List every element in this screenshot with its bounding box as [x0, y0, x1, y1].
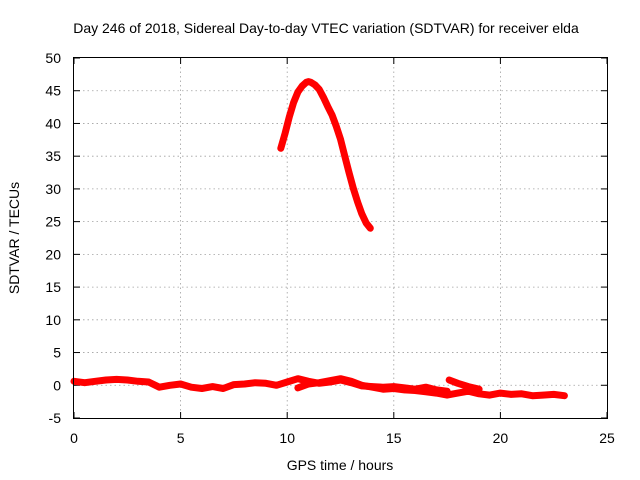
- x-tick-label: 15: [386, 430, 402, 446]
- data-point: [241, 380, 248, 388]
- x-tick-label: 25: [599, 430, 615, 446]
- data-point: [102, 376, 110, 384]
- y-tick-label: 45: [45, 83, 61, 99]
- data-point: [328, 111, 336, 119]
- data-point: [529, 392, 536, 399]
- data-point: [379, 386, 387, 393]
- data-point: [401, 386, 408, 394]
- data-point: [177, 380, 184, 388]
- data-point: [433, 389, 440, 397]
- data-point: [252, 379, 259, 386]
- data-point: [486, 391, 493, 399]
- x-tick-label: 5: [177, 430, 185, 446]
- y-tick-label: 50: [45, 50, 61, 66]
- data-point: [475, 386, 483, 393]
- data-point: [326, 377, 333, 384]
- data-point: [262, 380, 270, 387]
- data-point: [166, 382, 174, 389]
- data-point: [518, 390, 525, 397]
- data-point: [362, 219, 370, 227]
- data-point: [454, 380, 461, 387]
- data-point: [358, 382, 365, 389]
- data-point: [124, 376, 131, 384]
- data-point: [358, 210, 365, 217]
- data-point: [324, 103, 331, 110]
- data-point: [209, 383, 216, 390]
- data-point: [113, 376, 120, 383]
- data-point: [134, 378, 142, 385]
- data-point: [316, 86, 323, 93]
- data-point: [316, 379, 323, 386]
- data-point: [145, 378, 152, 386]
- data-point: [188, 384, 195, 391]
- y-tick-label: 0: [53, 377, 61, 393]
- data-point: [561, 392, 568, 399]
- y-axis-label: SDTVAR / TECUs: [6, 182, 22, 294]
- data-point: [454, 389, 461, 397]
- data-point: [294, 375, 302, 382]
- data-point: [443, 391, 451, 399]
- y-tick-label: 15: [45, 279, 61, 295]
- data-point: [298, 82, 306, 90]
- data-point: [465, 383, 472, 390]
- data-point: [446, 376, 453, 384]
- data-point: [284, 378, 291, 386]
- y-tick-label: 10: [45, 312, 61, 328]
- y-tick-label: 20: [45, 246, 61, 262]
- data-point: [354, 198, 361, 206]
- data-point: [273, 382, 280, 389]
- data-point: [367, 225, 374, 232]
- data-point: [294, 384, 302, 392]
- data-point: [311, 81, 319, 89]
- x-tick-label: 10: [279, 430, 295, 446]
- data-point: [390, 385, 397, 392]
- y-tick-label: 30: [45, 181, 61, 197]
- y-tick-label: 5: [53, 345, 61, 361]
- data-point: [81, 379, 88, 386]
- y-tick-label: -5: [49, 410, 62, 426]
- data-point: [198, 385, 206, 392]
- data-point: [277, 145, 284, 152]
- data-point: [290, 99, 297, 106]
- data-point: [337, 136, 344, 143]
- data-point: [286, 113, 293, 121]
- data-point: [348, 378, 355, 385]
- data-point: [422, 388, 429, 395]
- data-point: [333, 122, 340, 130]
- data-point: [92, 378, 99, 385]
- plot-series: [70, 78, 568, 400]
- data-point: [220, 385, 227, 392]
- data-point: [411, 387, 419, 394]
- data-point: [507, 391, 515, 398]
- series-line-3: [445, 376, 483, 393]
- grid: [74, 58, 607, 418]
- data-point: [345, 169, 353, 176]
- data-point: [156, 384, 163, 391]
- data-point: [369, 384, 376, 391]
- data-point: [341, 153, 348, 160]
- plot-frame: [73, 57, 608, 419]
- data-point: [281, 130, 289, 137]
- data-point: [350, 185, 357, 192]
- y-tick-label: 35: [45, 148, 61, 164]
- x-tick-label: 0: [70, 430, 78, 446]
- data-point: [539, 391, 547, 399]
- data-point: [337, 375, 344, 382]
- data-point: [497, 389, 504, 397]
- data-point: [230, 381, 238, 388]
- data-point: [305, 380, 312, 388]
- y-tick-label: 40: [45, 115, 61, 131]
- y-tick-label: 25: [45, 214, 61, 230]
- chart-title: Day 246 of 2018, Sidereal Day-to-day VTE…: [73, 20, 579, 36]
- data-point: [294, 88, 302, 96]
- data-point: [550, 391, 557, 398]
- x-tick-label: 20: [493, 430, 509, 446]
- x-axis-label: GPS time / hours: [287, 457, 394, 473]
- data-point: [320, 94, 327, 101]
